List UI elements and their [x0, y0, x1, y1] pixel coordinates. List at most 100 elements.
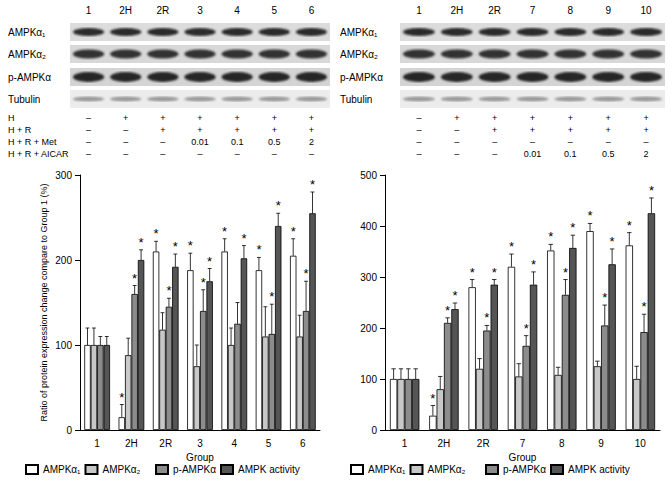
svg-text:AMPKα₁: AMPKα₁: [340, 27, 378, 38]
svg-text:–: –: [492, 149, 497, 159]
svg-text:+: +: [643, 125, 648, 135]
svg-text:*: *: [139, 235, 144, 250]
svg-text:*: *: [470, 265, 475, 280]
svg-text:Ratio of protein expression ch: Ratio of protein expression change compa…: [39, 183, 49, 421]
svg-text:+: +: [606, 125, 611, 135]
svg-text:p-AMPKα: p-AMPKα: [8, 72, 51, 83]
svg-text:0.1: 0.1: [564, 149, 577, 159]
svg-text:Tubulin: Tubulin: [8, 94, 40, 105]
svg-text:+: +: [123, 113, 128, 123]
svg-text:6: 6: [309, 5, 315, 16]
svg-text:AMPK activity: AMPK activity: [238, 464, 300, 475]
svg-text:100: 100: [360, 374, 377, 385]
svg-text:*: *: [587, 208, 592, 223]
svg-text:–: –: [416, 149, 421, 159]
svg-text:1: 1: [86, 5, 92, 16]
svg-text:*: *: [201, 275, 206, 290]
svg-text:2H: 2H: [119, 5, 132, 16]
svg-text:*: *: [627, 218, 632, 233]
svg-text:*: *: [241, 231, 246, 246]
svg-text:+: +: [160, 113, 165, 123]
svg-text:*: *: [452, 288, 457, 303]
svg-text:+: +: [530, 113, 535, 123]
svg-text:+: +: [492, 113, 497, 123]
svg-text:–: –: [309, 149, 314, 159]
svg-text:500: 500: [360, 170, 377, 181]
svg-text:–: –: [123, 149, 128, 159]
svg-text:2: 2: [644, 149, 649, 159]
svg-text:*: *: [132, 271, 137, 286]
svg-text:–: –: [644, 137, 649, 147]
svg-text:*: *: [531, 257, 536, 272]
svg-text:+: +: [160, 125, 165, 135]
svg-text:–: –: [416, 137, 421, 147]
svg-text:0.1: 0.1: [231, 137, 244, 147]
svg-text:AMPKα₁: AMPKα₁: [8, 27, 46, 38]
svg-text:2R: 2R: [488, 5, 501, 16]
svg-text:6: 6: [300, 438, 306, 449]
svg-text:2R: 2R: [159, 438, 172, 449]
svg-text:3: 3: [197, 438, 203, 449]
svg-text:AMPKα₁: AMPKα₁: [43, 464, 81, 475]
svg-text:–: –: [454, 125, 459, 135]
svg-text:+: +: [568, 125, 573, 135]
svg-text:0: 0: [371, 425, 377, 436]
svg-text:4: 4: [234, 5, 240, 16]
svg-text:1: 1: [416, 5, 422, 16]
svg-text:*: *: [649, 183, 654, 198]
svg-text:7: 7: [530, 5, 536, 16]
svg-text:–: –: [416, 113, 421, 123]
svg-text:p-AMPKα: p-AMPKα: [173, 464, 216, 475]
svg-text:200: 200: [55, 255, 72, 266]
svg-text:2H: 2H: [438, 438, 451, 449]
svg-text:*: *: [445, 303, 450, 318]
svg-text:–: –: [86, 149, 91, 159]
svg-text:AMPKα₂: AMPKα₂: [427, 464, 465, 475]
svg-text:*: *: [166, 283, 171, 298]
svg-text:H: H: [8, 113, 15, 123]
svg-text:*: *: [524, 321, 529, 336]
svg-text:+: +: [197, 113, 202, 123]
svg-text:*: *: [548, 229, 553, 244]
svg-text:2H: 2H: [125, 438, 138, 449]
svg-text:p-AMPKα: p-AMPKα: [503, 464, 546, 475]
svg-text:AMPKα₁: AMPKα₁: [368, 464, 406, 475]
svg-text:–: –: [86, 137, 91, 147]
svg-text:9: 9: [598, 438, 604, 449]
svg-text:–: –: [416, 125, 421, 135]
svg-text:+: +: [530, 125, 535, 135]
svg-text:*: *: [563, 265, 568, 280]
svg-text:3: 3: [197, 5, 203, 16]
svg-text:Tubulin: Tubulin: [340, 94, 372, 105]
svg-text:–: –: [235, 149, 240, 159]
svg-text:10: 10: [641, 5, 653, 16]
svg-text:Group: Group: [186, 452, 214, 463]
svg-text:AMPKα₂: AMPKα₂: [340, 49, 378, 60]
svg-text:+: +: [197, 125, 202, 135]
svg-text:*: *: [570, 220, 575, 235]
svg-text:0: 0: [66, 425, 72, 436]
svg-text:+: +: [309, 125, 314, 135]
svg-text:200: 200: [360, 323, 377, 334]
svg-text:+: +: [272, 125, 277, 135]
svg-text:+: +: [568, 113, 573, 123]
svg-text:100: 100: [55, 340, 72, 351]
svg-text:–: –: [123, 125, 128, 135]
svg-text:–: –: [568, 137, 573, 147]
svg-text:9: 9: [605, 5, 611, 16]
svg-text:–: –: [160, 149, 165, 159]
svg-text:H + R + Met: H + R + Met: [8, 137, 57, 147]
svg-text:H + R: H + R: [8, 125, 32, 135]
svg-text:*: *: [188, 238, 193, 253]
svg-text:–: –: [86, 125, 91, 135]
svg-text:+: +: [235, 125, 240, 135]
svg-text:*: *: [509, 239, 514, 254]
svg-text:400: 400: [360, 221, 377, 232]
svg-text:+: +: [606, 113, 611, 123]
svg-text:8: 8: [559, 438, 565, 449]
svg-text:*: *: [256, 242, 261, 257]
svg-text:*: *: [642, 299, 647, 314]
svg-text:AMPKα₂: AMPKα₂: [8, 49, 46, 60]
svg-text:2H: 2H: [450, 5, 463, 16]
svg-text:10: 10: [635, 438, 647, 449]
